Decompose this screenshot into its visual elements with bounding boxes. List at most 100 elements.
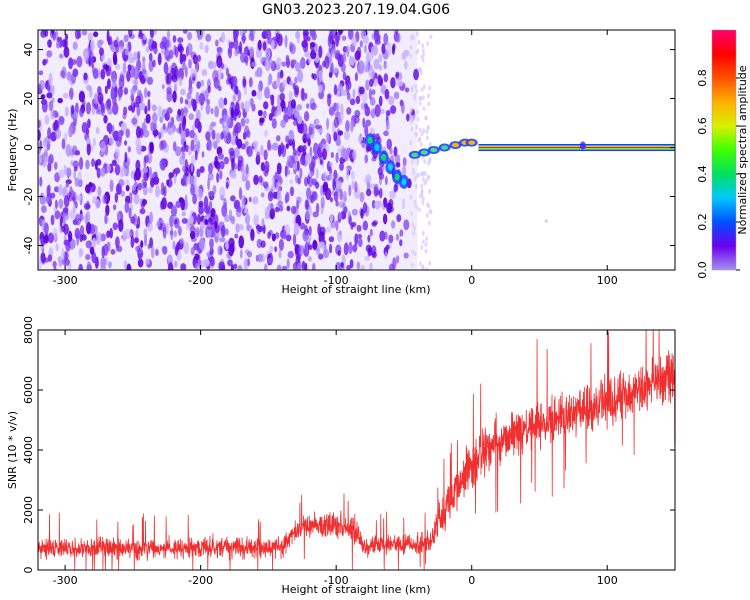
noise-blob xyxy=(315,63,319,69)
noise-blob xyxy=(299,167,303,180)
noise-blob xyxy=(124,49,129,55)
noise-blob xyxy=(271,118,277,129)
y-tick-label: -20 xyxy=(22,188,35,206)
noise-blob xyxy=(190,68,196,78)
noise-blob xyxy=(141,178,145,190)
noise-blob xyxy=(272,142,279,151)
noise-blob xyxy=(48,72,53,86)
noise-blob xyxy=(205,103,211,115)
noise-blob xyxy=(216,172,220,183)
noise-blob xyxy=(365,188,372,197)
noise-blob xyxy=(426,174,430,180)
noise-blob xyxy=(197,54,202,62)
noise-blob xyxy=(354,233,359,246)
noise-blob xyxy=(147,90,151,98)
noise-blob xyxy=(125,185,130,192)
noise-blob xyxy=(96,167,101,179)
noise-blob xyxy=(342,52,347,63)
noise-blob xyxy=(276,264,282,270)
noise-blob xyxy=(256,90,263,100)
noise-blob xyxy=(76,56,83,68)
noise-blob xyxy=(292,163,298,170)
noise-blob xyxy=(161,83,165,90)
noise-blob xyxy=(95,198,101,209)
noise-blob xyxy=(97,186,102,197)
noise-blob xyxy=(65,167,72,178)
noise-blob xyxy=(364,103,368,110)
noise-blob xyxy=(304,199,309,210)
noise-blob xyxy=(156,220,161,228)
noise-blob xyxy=(138,70,143,81)
noise-blob xyxy=(330,151,335,159)
noise-blob xyxy=(286,155,291,163)
noise-blob xyxy=(63,46,70,58)
noise-blob xyxy=(183,141,187,148)
noise-blob xyxy=(188,84,193,95)
noise-blob xyxy=(289,179,293,185)
noise-blob xyxy=(364,44,367,54)
noise-blob xyxy=(85,160,90,169)
noise-blob xyxy=(296,104,303,111)
noise-blob xyxy=(290,205,297,215)
noise-blob xyxy=(109,135,114,146)
noise-blob xyxy=(302,39,309,53)
noise-blob xyxy=(290,59,297,65)
noise-blob xyxy=(172,35,177,43)
noise-blob xyxy=(78,90,86,103)
noise-blob xyxy=(103,243,109,256)
noise-blob xyxy=(421,239,425,245)
noise-blob xyxy=(85,240,92,249)
trace-core xyxy=(468,140,476,145)
noise-blob xyxy=(134,79,139,87)
noise-blob xyxy=(47,39,52,48)
noise-blob xyxy=(336,230,343,242)
noise-blob xyxy=(328,71,333,78)
noise-blob xyxy=(181,218,188,224)
colorbar-tick-label: 0.2 xyxy=(696,213,709,231)
noise-blob xyxy=(420,244,424,250)
x-tick-label: 0 xyxy=(468,574,475,587)
noise-blob xyxy=(341,147,347,160)
noise-blob xyxy=(278,238,284,251)
noise-blob xyxy=(230,195,236,202)
noise-blob xyxy=(294,243,299,255)
noise-blob xyxy=(269,245,274,252)
noise-blob xyxy=(246,251,253,258)
noise-blob xyxy=(404,60,408,70)
noise-blob xyxy=(152,59,156,68)
noise-blob xyxy=(99,167,106,177)
noise-blob xyxy=(308,171,314,178)
noise-blob xyxy=(220,225,226,238)
noise-blob xyxy=(100,68,106,80)
noise-blob xyxy=(196,168,201,178)
noise-blob xyxy=(395,255,400,264)
noise-blob xyxy=(416,116,420,122)
noise-blob xyxy=(96,158,102,166)
noise-blob xyxy=(238,187,243,200)
noise-blob xyxy=(309,41,316,48)
noise-blob xyxy=(425,267,429,270)
noise-blob xyxy=(72,41,78,51)
noise-blob xyxy=(38,153,43,166)
noise-blob xyxy=(257,225,264,233)
noise-blob xyxy=(158,131,162,140)
noise-blob xyxy=(234,108,239,117)
noise-blob xyxy=(188,176,195,186)
noise-blob xyxy=(38,260,42,270)
noise-blob xyxy=(360,265,366,270)
noise-blob xyxy=(99,140,107,153)
noise-blob xyxy=(302,123,308,137)
noise-blob xyxy=(63,223,69,235)
noise-blob xyxy=(153,121,157,131)
noise-blob xyxy=(90,56,94,69)
noise-blob xyxy=(83,72,88,81)
noise-blob xyxy=(365,174,372,183)
noise-blob xyxy=(192,193,197,205)
noise-blob xyxy=(305,103,310,109)
noise-blob xyxy=(189,226,196,234)
noise-blob xyxy=(304,262,308,270)
noise-blob xyxy=(285,135,290,144)
noise-blob xyxy=(115,136,122,148)
noise-blob xyxy=(47,127,52,140)
noise-blob xyxy=(383,62,387,70)
